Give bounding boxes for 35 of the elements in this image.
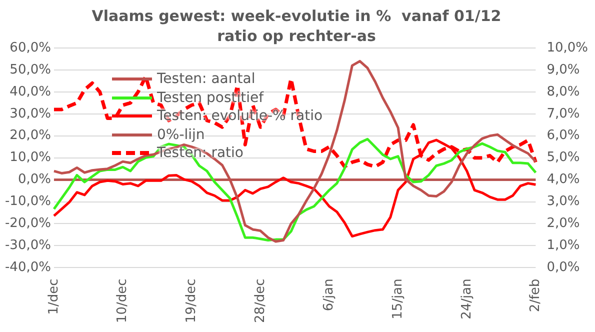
y2-tick-label: 5,0% bbox=[546, 150, 580, 166]
y-tick-label: 50,0% bbox=[10, 62, 51, 78]
x-tick-label: 1/dec bbox=[46, 278, 62, 315]
legend-label: Testen: aantal bbox=[157, 71, 256, 88]
y2-tick-label: 3,0% bbox=[546, 194, 580, 210]
y2-tick-label: 4,0% bbox=[546, 172, 580, 188]
y-tick-label: -40,0% bbox=[4, 260, 51, 276]
chart-subtitle: ratio op rechter-as bbox=[217, 26, 376, 45]
y-tick-label: 20,0% bbox=[10, 128, 51, 144]
x-tick-label: 6/jan bbox=[322, 278, 337, 312]
y-tick-label: 30,0% bbox=[10, 106, 51, 122]
chart-title: Vlaams gewest: week-evolutie in % vanaf 01/12 bbox=[92, 6, 502, 25]
y-tick-label: -10,0% bbox=[4, 194, 51, 210]
y-tick-label: -30,0% bbox=[4, 238, 51, 254]
x-tick-label: 24/jan bbox=[459, 278, 474, 320]
y2-tick-label: 1,0% bbox=[546, 238, 580, 254]
y-tick-label: -20,0% bbox=[4, 216, 51, 232]
y-tick-label: 40,0% bbox=[10, 84, 51, 100]
y2-tick-label: 0,0% bbox=[546, 260, 580, 276]
legend-label: 0%-lijn bbox=[157, 126, 205, 143]
x-tick-label: 10/dec bbox=[115, 278, 130, 324]
legend-label: Testen postitief bbox=[157, 90, 264, 106]
x-tick-label: 28/dec bbox=[252, 278, 268, 324]
y-tick-label: 60,0% bbox=[10, 40, 51, 56]
x-tick-label: 19/dec bbox=[184, 278, 199, 324]
y2-tick-label: 9,0% bbox=[546, 62, 580, 78]
x-tick-label: 2/feb bbox=[528, 278, 544, 312]
y-tick-label: 0,0% bbox=[18, 172, 51, 188]
y2-tick-label: 7,0% bbox=[546, 106, 580, 122]
y2-tick-label: 10,0% bbox=[546, 40, 588, 56]
y2-tick-label: 8,0% bbox=[546, 84, 580, 100]
y2-tick-label: 2,0% bbox=[546, 216, 580, 232]
x-tick-label: 15/jan bbox=[390, 278, 406, 320]
y-tick-label: 10,0% bbox=[10, 150, 51, 166]
y2-tick-label: 6,0% bbox=[546, 128, 580, 144]
